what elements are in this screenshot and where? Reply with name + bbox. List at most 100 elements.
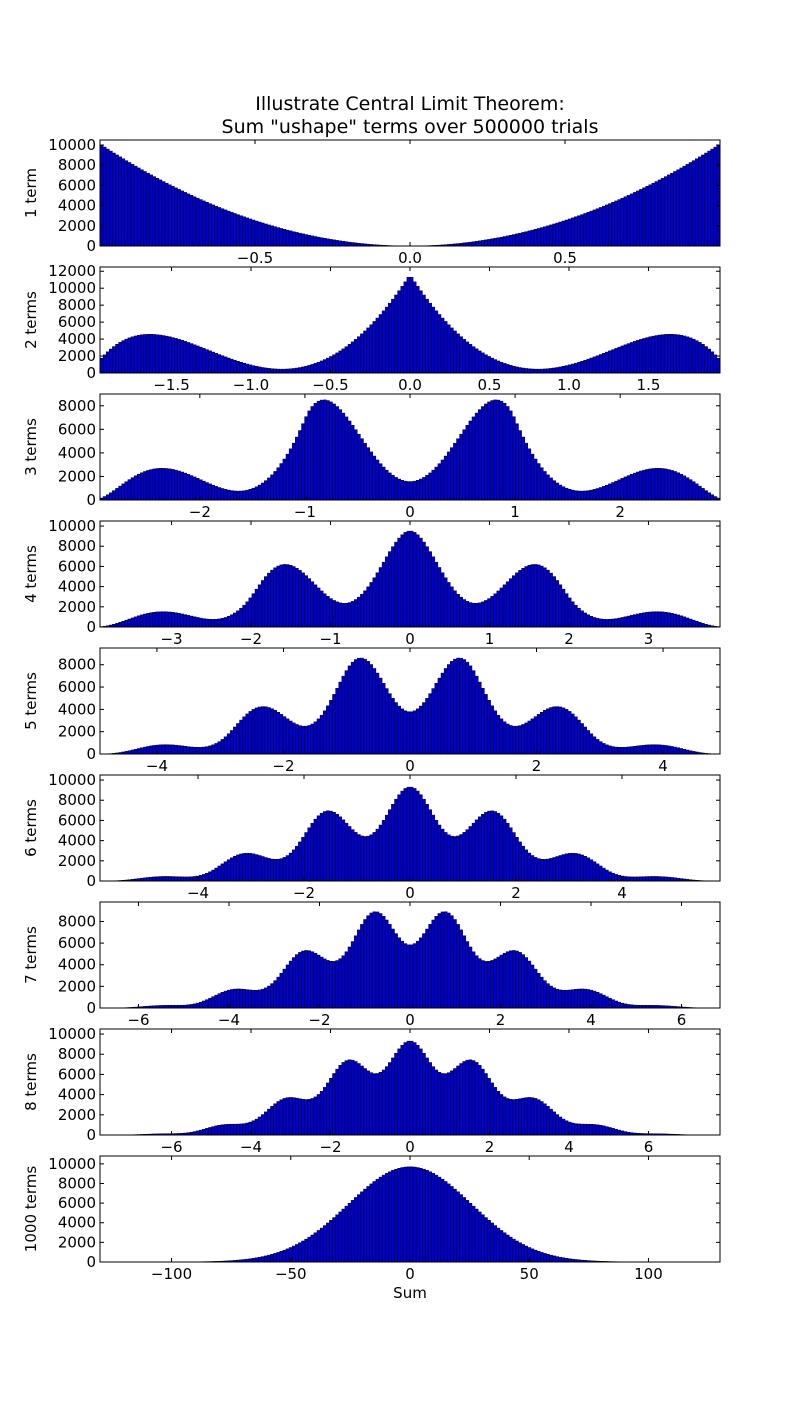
histogram-bar bbox=[552, 223, 556, 247]
histogram-bar bbox=[515, 233, 519, 247]
histogram-bar bbox=[632, 614, 637, 628]
histogram-bar bbox=[267, 572, 271, 628]
histogram-bar bbox=[651, 468, 656, 501]
histogram-bar bbox=[477, 350, 482, 374]
histogram-bar bbox=[254, 707, 259, 755]
histogram-bar bbox=[614, 1128, 618, 1136]
histogram-bar bbox=[524, 957, 529, 1009]
histogram-bar bbox=[360, 593, 364, 628]
histogram-bar bbox=[601, 205, 606, 247]
histogram-bar bbox=[177, 470, 181, 501]
histogram-bar bbox=[415, 286, 420, 374]
histogram-bar bbox=[223, 617, 228, 628]
y-tick-label: 4000 bbox=[58, 330, 96, 348]
histogram-bar bbox=[524, 368, 529, 374]
histogram-bar bbox=[332, 1073, 336, 1136]
histogram-bar bbox=[375, 1073, 380, 1136]
histogram-bar bbox=[446, 582, 451, 628]
histogram-bar bbox=[409, 1166, 414, 1263]
histogram-bar bbox=[512, 575, 516, 628]
histogram-bar bbox=[663, 876, 668, 882]
histogram-bar bbox=[264, 576, 268, 628]
histogram-bar bbox=[555, 988, 560, 1009]
histogram-bar bbox=[233, 855, 237, 882]
bars bbox=[112, 1040, 708, 1136]
histogram-bar bbox=[629, 193, 634, 247]
histogram-bar bbox=[264, 706, 268, 755]
histogram-bar bbox=[508, 827, 513, 882]
histogram-bar bbox=[322, 399, 327, 501]
histogram-bar bbox=[521, 367, 525, 374]
histogram-bar bbox=[605, 744, 609, 755]
histogram-bar bbox=[524, 1245, 529, 1263]
histogram-bar bbox=[270, 474, 274, 501]
histogram-bar bbox=[180, 613, 184, 628]
histogram-bar bbox=[465, 1200, 470, 1263]
histogram-bar bbox=[208, 745, 212, 755]
y-tick-label: 2000 bbox=[58, 598, 96, 616]
histogram-bar bbox=[471, 602, 476, 628]
histogram-bar bbox=[660, 876, 665, 882]
histogram-bar bbox=[319, 714, 324, 755]
histogram-bar bbox=[189, 195, 194, 247]
histogram-bar bbox=[242, 1123, 246, 1136]
histogram-bar bbox=[688, 162, 693, 247]
histogram-bar bbox=[453, 658, 457, 755]
x-tick-label: 3 bbox=[644, 630, 654, 648]
histogram-bar bbox=[133, 335, 138, 374]
histogram-bar bbox=[130, 477, 135, 501]
histogram-bar bbox=[310, 1234, 315, 1263]
histogram-bar bbox=[456, 1191, 460, 1263]
histogram-bar bbox=[586, 989, 591, 1009]
histogram-bar bbox=[580, 988, 584, 1009]
histogram-bar bbox=[481, 601, 485, 628]
histogram-bar bbox=[360, 835, 364, 882]
histogram-bar bbox=[319, 812, 324, 882]
histogram-bar bbox=[136, 748, 141, 755]
histogram-bar bbox=[264, 1111, 268, 1136]
histogram-bar bbox=[397, 937, 401, 1009]
histogram-bar bbox=[384, 469, 389, 501]
histogram-bar bbox=[344, 346, 349, 374]
histogram-bar bbox=[146, 746, 150, 755]
histogram-bar bbox=[713, 354, 718, 374]
histogram-bar bbox=[229, 490, 234, 501]
histogram-bar bbox=[375, 572, 380, 628]
histogram-bar bbox=[295, 954, 299, 1009]
histogram-bar bbox=[530, 1248, 535, 1263]
histogram-bar bbox=[453, 919, 457, 1009]
histogram-bar bbox=[189, 615, 194, 628]
histogram-bar bbox=[161, 611, 166, 628]
histogram-bar bbox=[403, 532, 408, 628]
histogram-bar bbox=[217, 865, 222, 882]
histogram-bar bbox=[164, 182, 169, 247]
histogram-bar bbox=[322, 958, 327, 1009]
histogram-bar bbox=[570, 989, 575, 1009]
histogram-bar bbox=[518, 1098, 522, 1136]
histogram-bar bbox=[614, 348, 618, 374]
histogram-bar bbox=[388, 924, 392, 1009]
histogram-bar bbox=[322, 593, 327, 628]
histogram-bar bbox=[329, 1220, 333, 1263]
histogram-bar bbox=[595, 208, 600, 247]
histogram-bar bbox=[335, 960, 339, 1009]
histogram-bar bbox=[471, 241, 476, 247]
histogram-bar bbox=[434, 561, 439, 628]
histogram-bar bbox=[502, 236, 507, 247]
histogram-bar bbox=[143, 746, 147, 755]
histogram-bar bbox=[208, 1127, 212, 1136]
histogram-bar bbox=[384, 1066, 389, 1136]
histogram-bar bbox=[310, 235, 315, 247]
histogram-bar bbox=[508, 235, 513, 247]
histogram-bar bbox=[567, 218, 572, 247]
histogram-bar bbox=[109, 348, 113, 374]
histogram-bar bbox=[512, 234, 516, 247]
histogram-bar bbox=[357, 1194, 361, 1263]
histogram-bar bbox=[391, 928, 395, 1009]
histogram-bar bbox=[242, 216, 246, 247]
histogram-bar bbox=[499, 1230, 504, 1263]
histogram-bar bbox=[574, 216, 578, 247]
histogram-bar bbox=[260, 367, 265, 374]
histogram-bar bbox=[481, 960, 485, 1009]
histogram-bar bbox=[415, 534, 420, 628]
